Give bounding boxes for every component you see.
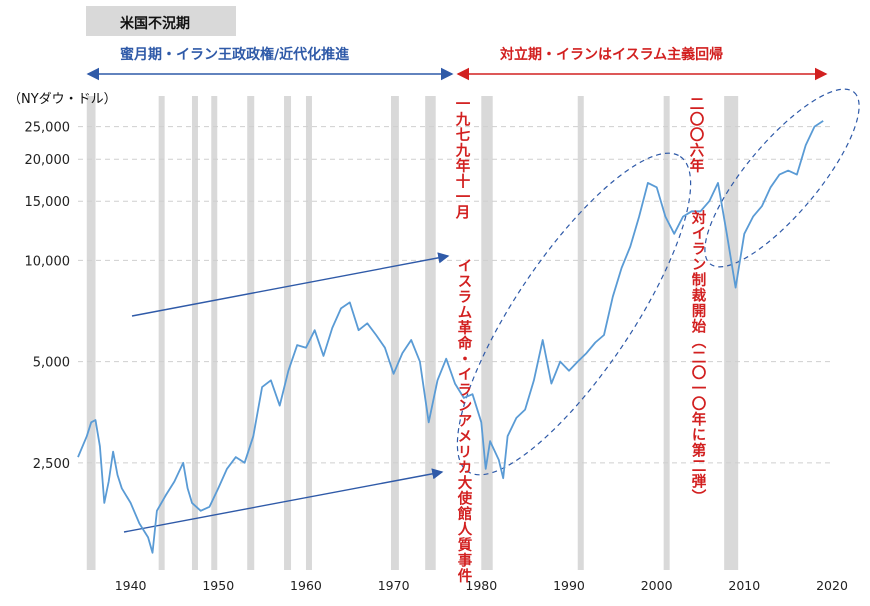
recession-band	[191, 96, 198, 570]
ellipse-1980s-1990s	[456, 152, 692, 476]
annotation-2006: 二〇〇六年	[687, 96, 704, 174]
recession-band	[158, 96, 165, 570]
recession-band	[284, 96, 292, 570]
x-tick-label: 2020	[816, 578, 848, 593]
recession-band	[425, 96, 436, 570]
x-tick-label: 1950	[202, 578, 234, 593]
recession-band	[247, 96, 255, 570]
recession-legend-label: 米国不況期	[120, 16, 190, 32]
recession-band	[211, 96, 218, 570]
recession-legend-box	[86, 6, 236, 36]
recession-band	[481, 96, 493, 570]
x-tick-labels: 1940 1950 1960 1970 1980 1990 2000 2010 2020	[115, 578, 848, 593]
y-tick-label: 5,000	[33, 356, 70, 371]
annotation-sanctions: 対イラン制裁開始（二〇一〇年に第二弾）	[689, 210, 706, 505]
y-tick-label: 15,000	[25, 195, 71, 210]
x-tick-label: 1980	[465, 578, 497, 593]
recession-band	[305, 96, 312, 570]
era-right-label: 対立期・イランはイスラム主義回帰	[500, 47, 724, 63]
recession-band	[86, 96, 96, 570]
annotation-hostage-crisis: イスラム革命・イランアメリカ大使館人質事件	[455, 258, 472, 584]
recession-bands	[86, 96, 739, 570]
y-tick-label: 20,000	[25, 153, 71, 168]
annotation-1979: 一九七九年十一月	[453, 96, 470, 220]
x-tick-label: 2010	[728, 578, 760, 593]
ellipse-2009-2019	[704, 88, 860, 268]
recession-band	[390, 96, 399, 570]
x-tick-label: 1940	[115, 578, 147, 593]
x-tick-label: 2000	[641, 578, 673, 593]
annotation-arrows	[86, 67, 860, 533]
y-tick-label: 25,000	[25, 121, 71, 136]
y-tick-label: 10,000	[25, 254, 71, 269]
x-tick-label: 1960	[290, 578, 322, 593]
recession-band	[663, 96, 670, 570]
era-left-label: 蜜月期・イラン王政政権/近代化推進	[120, 47, 350, 63]
x-tick-label: 1990	[553, 578, 585, 593]
recession-band	[724, 96, 739, 570]
x-tick-label: 1970	[378, 578, 410, 593]
series-layer	[77, 120, 824, 554]
y-tick-labels: 2,500 5,000 10,000 15,000 20,000 25,000	[25, 121, 71, 472]
y-tick-label: 2,500	[33, 457, 70, 472]
recession-band	[577, 96, 584, 570]
series-line	[77, 120, 824, 554]
trend-lower-arrow	[123, 468, 444, 533]
trend-upper-arrow	[131, 252, 450, 317]
y-axis-label: （NYダウ・ドル）	[8, 92, 117, 107]
